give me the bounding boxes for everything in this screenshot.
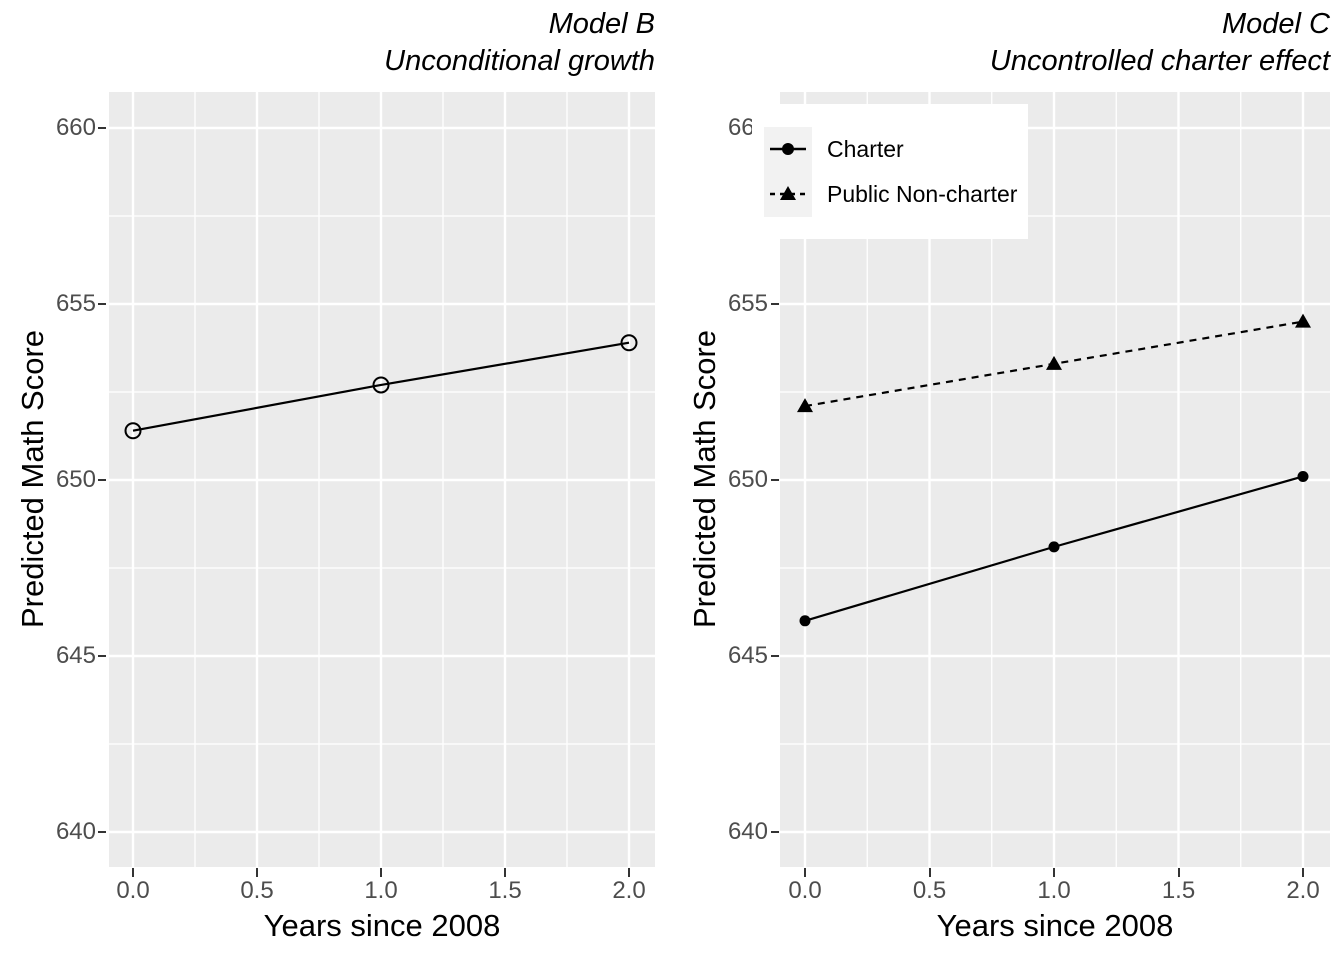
left-y-tick-label: 640 [55,818,96,845]
right-y-tick-label: 640 [727,818,768,845]
right-x-tick-label: 0.0 [788,877,822,904]
right-plot-panel [780,92,1330,867]
left-y-tick-label: 655 [55,290,96,317]
right-y-tick-mark [771,831,779,833]
right-x-tick-mark [804,868,806,877]
left-y-axis-title: Predicted Math Score [15,329,50,629]
left-y-tick-mark [98,479,106,481]
right-y-tick-label: 645 [727,642,768,669]
left-chart-canvas [109,92,655,867]
left-x-tick-label: 2.0 [612,877,646,904]
left-y-tick-mark [98,127,106,129]
left-y-tick-mark [98,303,106,305]
legend-label-charter: Charter [827,135,904,162]
right-x-tick-mark [928,868,931,877]
charter-key-icon [764,126,812,172]
right-plot-title-line1: Model C [1222,8,1330,40]
right-x-tick-label: 0.5 [912,877,947,904]
left-x-tick-label: 1.0 [364,877,398,904]
left-x-tick-mark [132,868,134,877]
right-x-tick-mark [1177,868,1180,877]
left-y-tick-mark [98,655,106,657]
right-x-tick-label: 2.0 [1286,877,1320,904]
legend-item-public-non-charter: Public Non-charter [764,171,1028,217]
legend-item-charter: Charter [764,126,1028,172]
right-x-tick-mark [1302,868,1304,877]
left-plot-title-line1: Model B [548,8,655,40]
right-x-tick-mark [1053,868,1055,877]
right-y-tick-mark [771,303,779,305]
right-y-tick-mark [771,655,779,657]
right-plot-subtitle: Uncontrolled charter effect [989,45,1330,77]
left-y-tick-label: 645 [55,642,96,669]
left-x-tick-label: 0.0 [116,877,150,904]
left-plot-panel [109,92,655,867]
right-y-axis-title: Predicted Math Score [687,329,722,629]
public-non-charter-key-icon [764,171,812,217]
left-x-tick-mark [256,868,258,877]
left-x-tick-mark [628,868,630,877]
right-plot-title: Model C Uncontrolled charter effect [700,6,1330,80]
right-y-tick-mark [771,479,779,481]
right-y-tick-label: 655 [727,290,768,317]
left-x-tick-label: 0.5 [240,877,274,904]
left-y-tick-mark [98,831,106,833]
left-plot-subtitle: Unconditional growth [384,45,655,77]
legend-label-public-non-charter: Public Non-charter [827,180,1018,207]
left-x-axis-title: Years since 2008 [263,908,501,943]
right-x-tick-label: 1.0 [1037,877,1071,904]
legend: Charter Public Non-charter [752,104,1028,239]
right-x-tick-label: 1.5 [1161,877,1196,904]
right-x-axis-title: Years since 2008 [936,908,1174,943]
left-x-tick-mark [380,868,382,877]
left-y-tick-label: 660 [55,114,96,141]
left-x-tick-label: 1.5 [488,877,522,904]
left-plot-title: Model B Unconditional growth [0,6,655,80]
left-x-tick-mark [504,868,506,877]
